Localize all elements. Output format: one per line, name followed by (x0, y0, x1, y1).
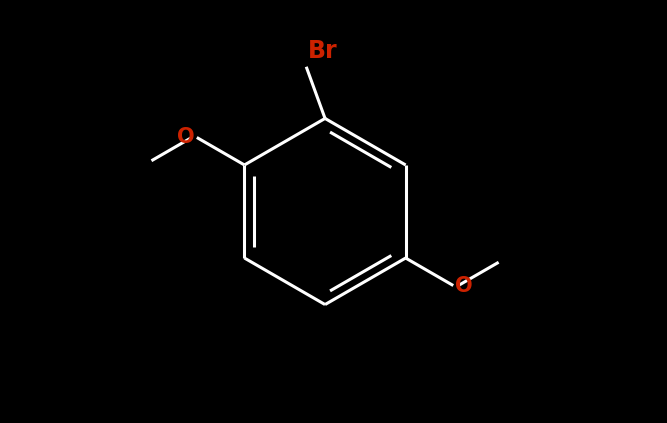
Text: Br: Br (308, 38, 338, 63)
Text: O: O (177, 127, 195, 148)
Text: O: O (456, 275, 473, 296)
